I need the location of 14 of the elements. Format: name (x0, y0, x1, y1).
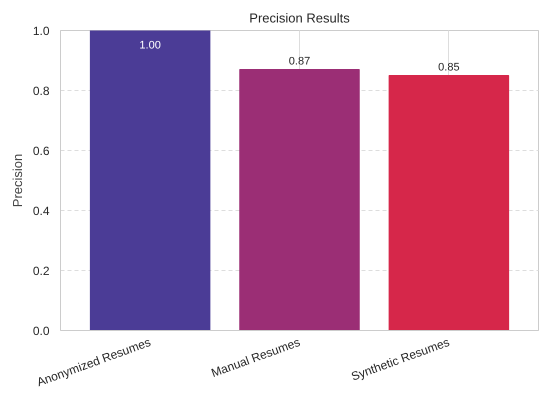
chart-title: Precision Results (249, 10, 350, 26)
y-tick-label: 0.4 (32, 204, 50, 218)
data-label: 0.85 (438, 62, 460, 74)
bar (90, 30, 210, 330)
y-tick-label: 0.6 (32, 144, 50, 158)
y-tick-label: 1.0 (32, 24, 50, 38)
y-tick-label: 0.0 (32, 324, 50, 338)
data-label: 0.87 (288, 56, 310, 68)
bar (239, 69, 360, 330)
y-tick-label: 0.8 (32, 84, 50, 98)
y-axis-title: Precision (10, 154, 25, 208)
data-label: 1.00 (139, 40, 161, 52)
bar (388, 75, 510, 330)
y-tick-label: 0.2 (32, 264, 50, 278)
